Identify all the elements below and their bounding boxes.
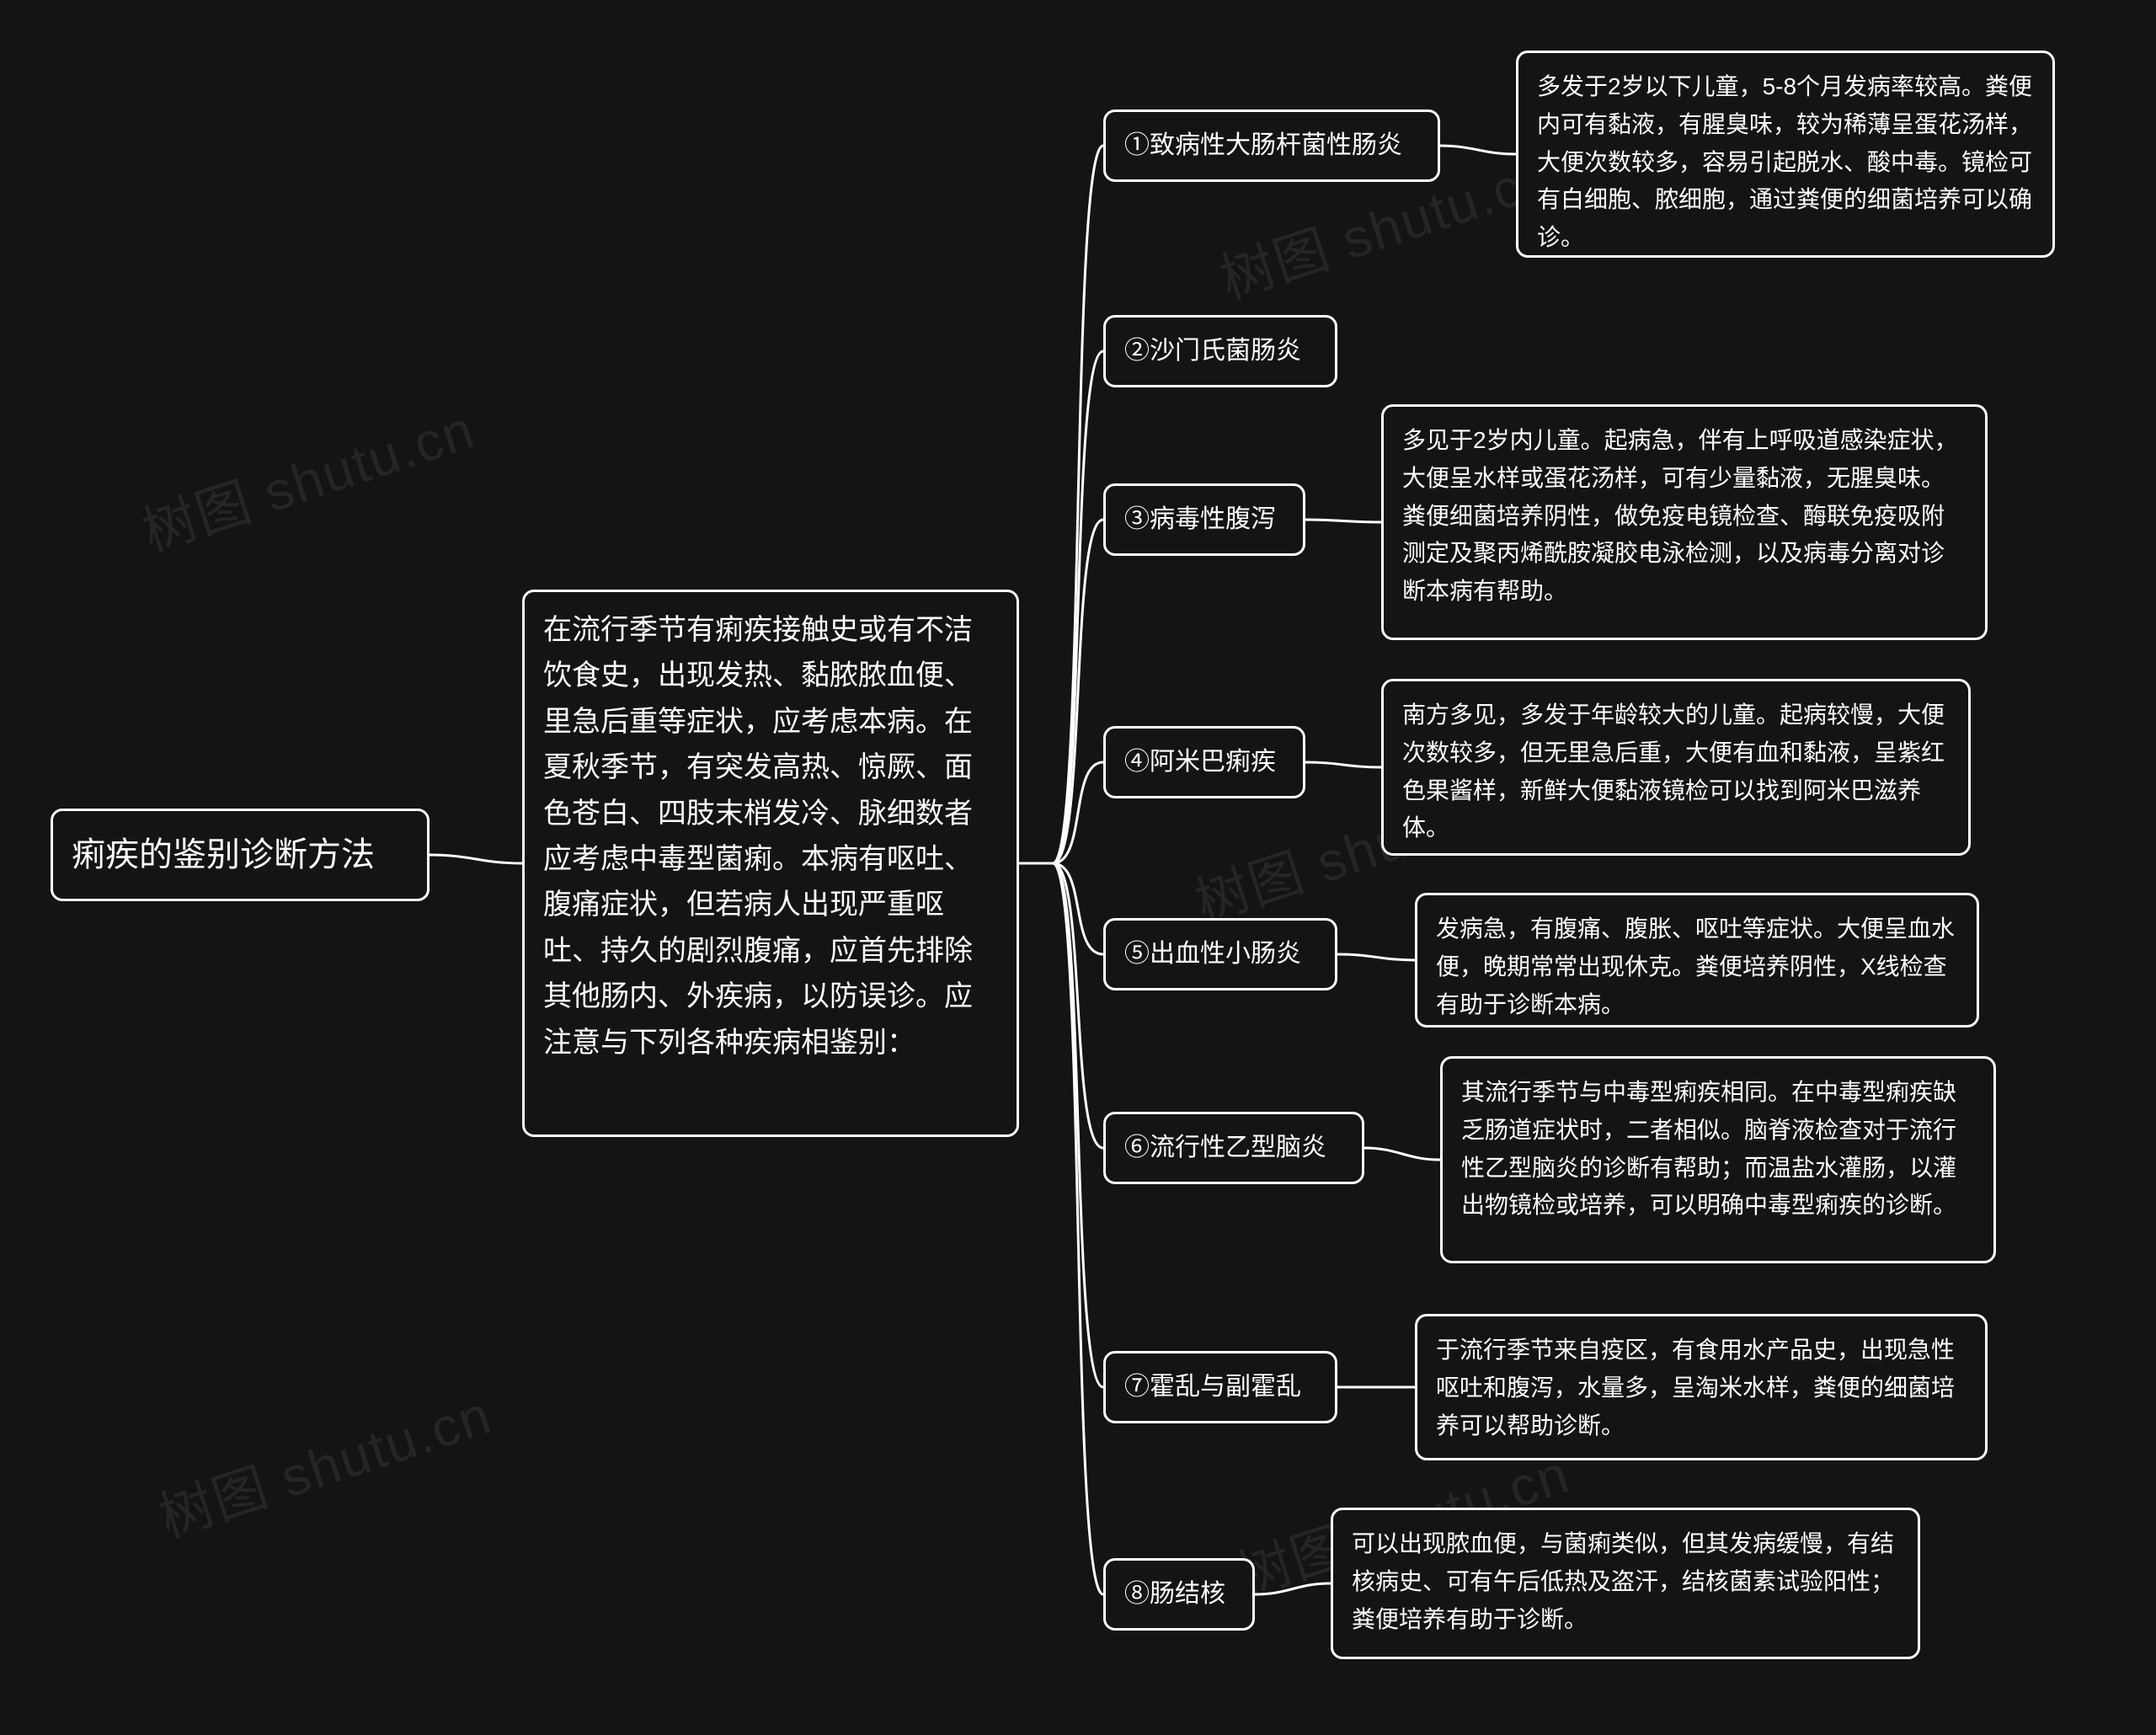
mindmap-root-node[interactable]: 痢疾的鉴别诊断方法 — [51, 809, 430, 901]
watermark: 树图 shutu.cn — [148, 1372, 500, 1552]
mindmap-item-label: ③病毒性腹泻 — [1124, 499, 1276, 540]
mindmap-item-7[interactable]: ⑦霍乱与副霍乱 — [1103, 1351, 1337, 1423]
watermark: 树图 shutu.cn — [131, 387, 483, 567]
mindmap-item-desc-text: 可以出现脓血便，与菌痢类似，但其发病缓慢，有结核病史、可有午后低热及盗汗，结核菌… — [1352, 1530, 1894, 1632]
mindmap-item-label: ①致病性大肠杆菌性肠炎 — [1124, 125, 1402, 166]
mindmap-item-8[interactable]: ⑧肠结核 — [1103, 1558, 1255, 1631]
mindmap-item-5-desc[interactable]: 发病急，有腹痛、腹胀、呕吐等症状。大便呈血水便，晚期常常出现休克。粪便培养阴性，… — [1415, 893, 1979, 1028]
mindmap-intro-text: 在流行季节有痢疾接触史或有不洁饮食史，出现发热、黏脓脓血便、里急后重等症状，应考… — [543, 614, 973, 1059]
mindmap-item-4[interactable]: ④阿米巴痢疾 — [1103, 726, 1305, 798]
mindmap-item-desc-text: 其流行季节与中毒型痢疾相同。在中毒型痢疾缺乏肠道症状时，二者相似。脑脊液检查对于… — [1461, 1079, 1956, 1218]
mindmap-item-label: ⑧肠结核 — [1124, 1574, 1225, 1615]
mindmap-item-desc-text: 多发于2岁以下儿童，5-8个月发病率较高。粪便内可有黏液，有腥臭味，较为稀薄呈蛋… — [1537, 73, 2032, 250]
mindmap-item-label: ②沙门氏菌肠炎 — [1124, 331, 1301, 371]
mindmap-item-3-desc[interactable]: 多见于2岁内儿童。起病急，伴有上呼吸道感染症状，大便呈水样或蛋花汤样，可有少量黏… — [1381, 404, 1988, 640]
mindmap-item-1[interactable]: ①致病性大肠杆菌性肠炎 — [1103, 109, 1440, 182]
mindmap-item-7-desc[interactable]: 于流行季节来自疫区，有食用水产品史，出现急性呕吐和腹泻，水量多，呈淘米水样，粪便… — [1415, 1314, 1988, 1460]
mindmap-item-desc-text: 南方多见，多发于年龄较大的儿童。起病较慢，大便次数较多，但无里急后重，大便有血和… — [1402, 702, 1945, 841]
mindmap-item-desc-text: 发病急，有腹痛、腹胀、呕吐等症状。大便呈血水便，晚期常常出现休克。粪便培养阴性，… — [1436, 916, 1955, 1017]
mindmap-item-2[interactable]: ②沙门氏菌肠炎 — [1103, 315, 1337, 387]
mindmap-item-label: ④阿米巴痢疾 — [1124, 742, 1276, 782]
mindmap-item-4-desc[interactable]: 南方多见，多发于年龄较大的儿童。起病较慢，大便次数较多，但无里急后重，大便有血和… — [1381, 679, 1971, 856]
mindmap-item-6[interactable]: ⑥流行性乙型脑炎 — [1103, 1112, 1364, 1184]
mindmap-item-5[interactable]: ⑤出血性小肠炎 — [1103, 918, 1337, 990]
mindmap-item-label: ⑤出血性小肠炎 — [1124, 934, 1301, 974]
mindmap-item-label: ⑥流行性乙型脑炎 — [1124, 1128, 1326, 1168]
mindmap-item-3[interactable]: ③病毒性腹泻 — [1103, 483, 1305, 556]
mindmap-item-1-desc[interactable]: 多发于2岁以下儿童，5-8个月发病率较高。粪便内可有黏液，有腥臭味，较为稀薄呈蛋… — [1516, 51, 2055, 258]
mindmap-item-desc-text: 于流行季节来自疫区，有食用水产品史，出现急性呕吐和腹泻，水量多，呈淘米水样，粪便… — [1436, 1337, 1955, 1439]
mindmap-intro-node[interactable]: 在流行季节有痢疾接触史或有不洁饮食史，出现发热、黏脓脓血便、里急后重等症状，应考… — [522, 590, 1019, 1137]
mindmap-root-label: 痢疾的鉴别诊断方法 — [72, 828, 375, 882]
mindmap-item-6-desc[interactable]: 其流行季节与中毒型痢疾相同。在中毒型痢疾缺乏肠道症状时，二者相似。脑脊液检查对于… — [1440, 1056, 1996, 1263]
mindmap-item-label: ⑦霍乱与副霍乱 — [1124, 1367, 1301, 1407]
mindmap-item-8-desc[interactable]: 可以出现脓血便，与菌痢类似，但其发病缓慢，有结核病史、可有午后低热及盗汗，结核菌… — [1331, 1508, 1920, 1659]
mindmap-item-desc-text: 多见于2岁内儿童。起病急，伴有上呼吸道感染症状，大便呈水样或蛋花汤样，可有少量黏… — [1402, 427, 1958, 604]
